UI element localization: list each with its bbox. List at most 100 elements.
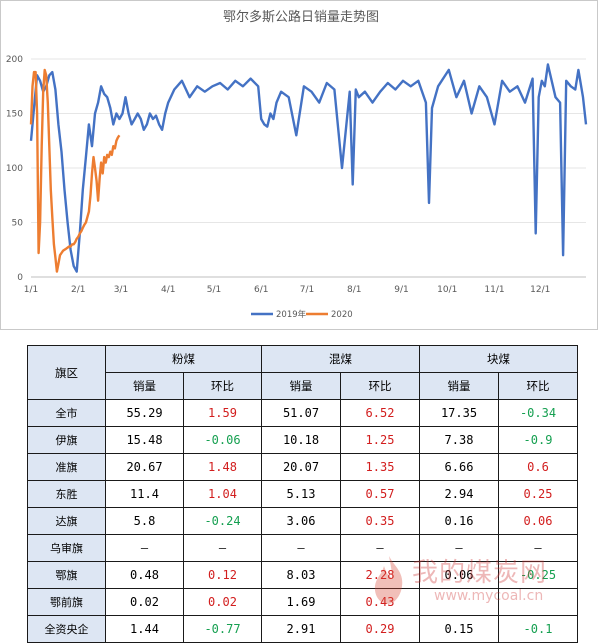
volume-cell: 6.66: [419, 453, 499, 481]
change-cell: —: [498, 534, 578, 562]
change-cell: 1.59: [183, 399, 262, 427]
volume-cell: 5.8: [105, 507, 184, 535]
volume-cell: 15.48: [105, 426, 184, 454]
region-cell: 鄂前旗: [27, 588, 106, 616]
y-tick-label: 100: [6, 164, 23, 174]
volume-cell: 0.48: [105, 561, 184, 589]
region-cell: 达旗: [27, 507, 106, 535]
change-cell: -0.9: [498, 426, 578, 454]
change-cell: -0.25: [498, 561, 578, 589]
region-cell: 准旗: [27, 453, 106, 481]
change-cell: -0.06: [183, 426, 262, 454]
change-cell: 6.52: [340, 399, 420, 427]
change-cell: 2.28: [340, 561, 420, 589]
table-row: 准旗 20.67 1.48 20.07 1.35 6.66 0.6: [27, 453, 578, 481]
table-row: 全资央企 1.44 -0.77 2.91 0.29 0.15 -0.1: [27, 615, 578, 643]
y-tick-label: 200: [6, 55, 23, 65]
change-cell: —: [340, 534, 420, 562]
y-tick-label: 50: [12, 219, 24, 229]
change-cell: 0.06: [498, 507, 578, 535]
volume-cell: 8.03: [261, 561, 341, 589]
sales-table-wrap: 旗区 粉煤 混煤 块煤 销量 环比 销量 环比 销量 环比 全市 55.29 1.5…: [27, 345, 578, 643]
legend-label: 2020: [331, 310, 353, 320]
volume-cell: 20.67: [105, 453, 184, 481]
volume-cell: [419, 588, 499, 616]
volume-cell: 10.18: [261, 426, 341, 454]
x-tick-label: 12/1: [530, 285, 550, 295]
table-row: 东胜 11.4 1.04 5.13 0.57 2.94 0.25: [27, 480, 578, 508]
region-cell: 鄂旗: [27, 561, 106, 589]
volume-cell: —: [105, 534, 184, 562]
series-line-1: [29, 68, 121, 273]
y-tick-label: 0: [17, 273, 23, 283]
change-cell: 0.02: [183, 588, 262, 616]
table-row: 达旗 5.8 -0.24 3.06 0.35 0.16 0.06: [27, 507, 578, 535]
change-cell: -0.34: [498, 399, 578, 427]
group-header: 混煤: [261, 345, 420, 373]
volume-cell: 55.29: [105, 399, 184, 427]
volume-cell: 0.02: [105, 588, 184, 616]
volume-cell: 7.38: [419, 426, 499, 454]
change-cell: 0.25: [498, 480, 578, 508]
x-tick-label: 5/1: [207, 285, 221, 295]
table-row: 全市 55.29 1.59 51.07 6.52 17.35 -0.34: [27, 399, 578, 427]
volume-cell: 1.44: [105, 615, 184, 643]
y-tick-label: 150: [6, 110, 23, 120]
sales-table: 旗区 粉煤 混煤 块煤 销量 环比 销量 环比 销量 环比 全市 55.29 1.5…: [27, 345, 578, 643]
change-cell: -0.24: [183, 507, 262, 535]
change-cell: 0.57: [340, 480, 420, 508]
table-row: 鄂旗 0.48 0.12 8.03 2.28 0.06 -0.25: [27, 561, 578, 589]
volume-cell: 11.4: [105, 480, 184, 508]
region-cell: 全资央企: [27, 615, 106, 643]
x-tick-label: 7/1: [300, 285, 314, 295]
change-cell: 1.48: [183, 453, 262, 481]
x-tick-label: 9/1: [394, 285, 408, 295]
volume-cell: 0.15: [419, 615, 499, 643]
volume-cell: 51.07: [261, 399, 341, 427]
volume-cell: 0.06: [419, 561, 499, 589]
volume-cell: 17.35: [419, 399, 499, 427]
table-corner-header: 旗区: [27, 345, 106, 400]
x-tick-label: 2/1: [71, 285, 85, 295]
volume-cell: 2.91: [261, 615, 341, 643]
subheader: 销量: [419, 372, 499, 400]
group-header: 块煤: [419, 345, 578, 373]
x-tick-label: 10/1: [437, 285, 457, 295]
group-header: 粉煤: [105, 345, 262, 373]
change-cell: 0.12: [183, 561, 262, 589]
x-tick-label: 1/1: [24, 285, 38, 295]
volume-cell: 5.13: [261, 480, 341, 508]
line-chart: 鄂尔多斯公路日销量走势图 0 50 100 150 200 1/1 2/1 3/1 4/1 5/…: [6, 9, 588, 320]
region-cell: 乌审旗: [27, 534, 106, 562]
region-cell: 全市: [27, 399, 106, 427]
subheader: 环比: [340, 372, 420, 400]
change-cell: —: [183, 534, 262, 562]
subheader: 环比: [498, 372, 578, 400]
chart-panel: 鄂尔多斯公路日销量走势图 0 50 100 150 200 1/1 2/1 3/1 4/1 5/…: [0, 0, 598, 330]
subheader: 销量: [105, 372, 184, 400]
x-tick-label: 3/1: [114, 285, 128, 295]
change-cell: 0.6: [498, 453, 578, 481]
change-cell: 0.43: [340, 588, 420, 616]
change-cell: 1.35: [340, 453, 420, 481]
volume-cell: 1.69: [261, 588, 341, 616]
table-row: 乌审旗 — — — — — —: [27, 534, 578, 562]
change-cell: 0.29: [340, 615, 420, 643]
region-cell: 伊旗: [27, 426, 106, 454]
volume-cell: 20.07: [261, 453, 341, 481]
change-cell: 1.25: [340, 426, 420, 454]
volume-cell: —: [261, 534, 341, 562]
volume-cell: 2.94: [419, 480, 499, 508]
change-cell: -0.77: [183, 615, 262, 643]
region-cell: 东胜: [27, 480, 106, 508]
change-cell: 0.35: [340, 507, 420, 535]
table-group-header-row: 旗区 粉煤 混煤 块煤: [27, 345, 578, 400]
x-tick-label: 4/1: [161, 285, 175, 295]
change-cell: 1.04: [183, 480, 262, 508]
volume-cell: 0.16: [419, 507, 499, 535]
table-row: 伊旗 15.48 -0.06 10.18 1.25 7.38 -0.9: [27, 426, 578, 454]
x-tick-label: 6/1: [254, 285, 268, 295]
chart-title: 鄂尔多斯公路日销量走势图: [223, 9, 379, 25]
table-subheader-row: 销量 环比 销量 环比 销量 环比: [28, 372, 578, 400]
volume-cell: 3.06: [261, 507, 341, 535]
